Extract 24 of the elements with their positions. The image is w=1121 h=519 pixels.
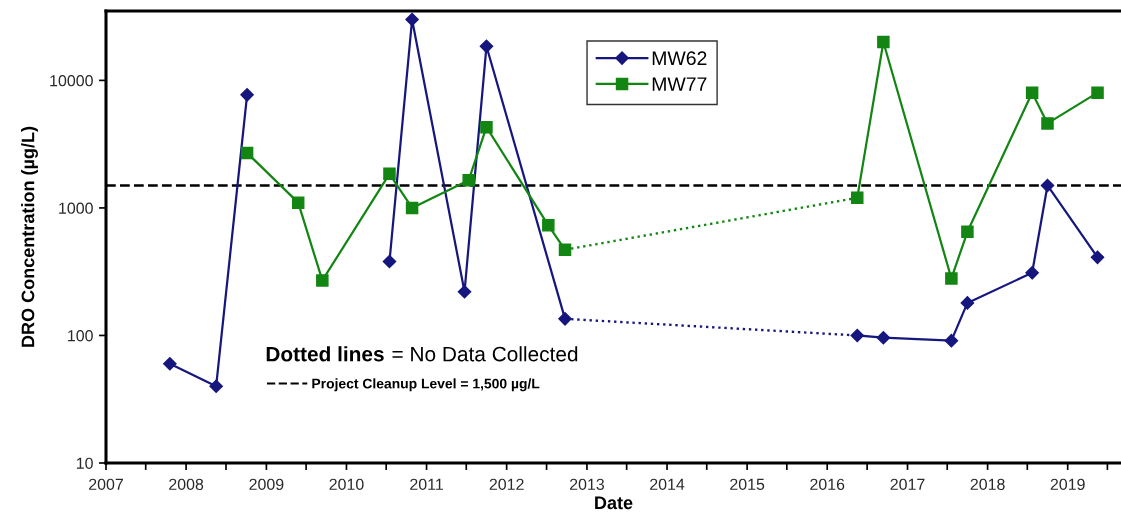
x-tick-label: 2012 bbox=[489, 478, 524, 491]
x-tick-label: 2013 bbox=[569, 478, 605, 491]
x-tick-label: 2011 bbox=[410, 478, 443, 491]
x-tick-label: 2010 bbox=[329, 478, 364, 491]
x-tick-label: 2008 bbox=[169, 478, 204, 491]
x-axis-title: Date bbox=[595, 496, 633, 510]
x-tick-label: 2017 bbox=[890, 478, 925, 491]
annotation: = No Data Collected bbox=[392, 346, 578, 362]
x-tick-label: 2019 bbox=[1050, 478, 1085, 491]
y-tick-label: 100 bbox=[68, 330, 93, 342]
x-tick-label: 2016 bbox=[810, 478, 845, 491]
x-tick-label: 2009 bbox=[249, 478, 284, 491]
legend-label: MW62 bbox=[652, 51, 707, 66]
y-axis-title: DRO Concentration (µg/L) bbox=[21, 126, 38, 347]
y-tick-label: 10 bbox=[76, 457, 93, 469]
x-tick-label: 2007 bbox=[89, 478, 123, 491]
annotation: Dotted lines bbox=[266, 346, 384, 362]
legend-label: MW77 bbox=[652, 77, 707, 91]
y-tick-label: 10000 bbox=[50, 75, 93, 87]
x-tick-label: 2018 bbox=[970, 478, 1005, 491]
x-tick-label: 2014 bbox=[650, 478, 685, 491]
legend-label: Project Cleanup Level = 1,500 µg/L bbox=[312, 378, 540, 392]
x-tick-label: 2015 bbox=[730, 478, 765, 491]
y-tick-label: 1000 bbox=[59, 202, 93, 214]
